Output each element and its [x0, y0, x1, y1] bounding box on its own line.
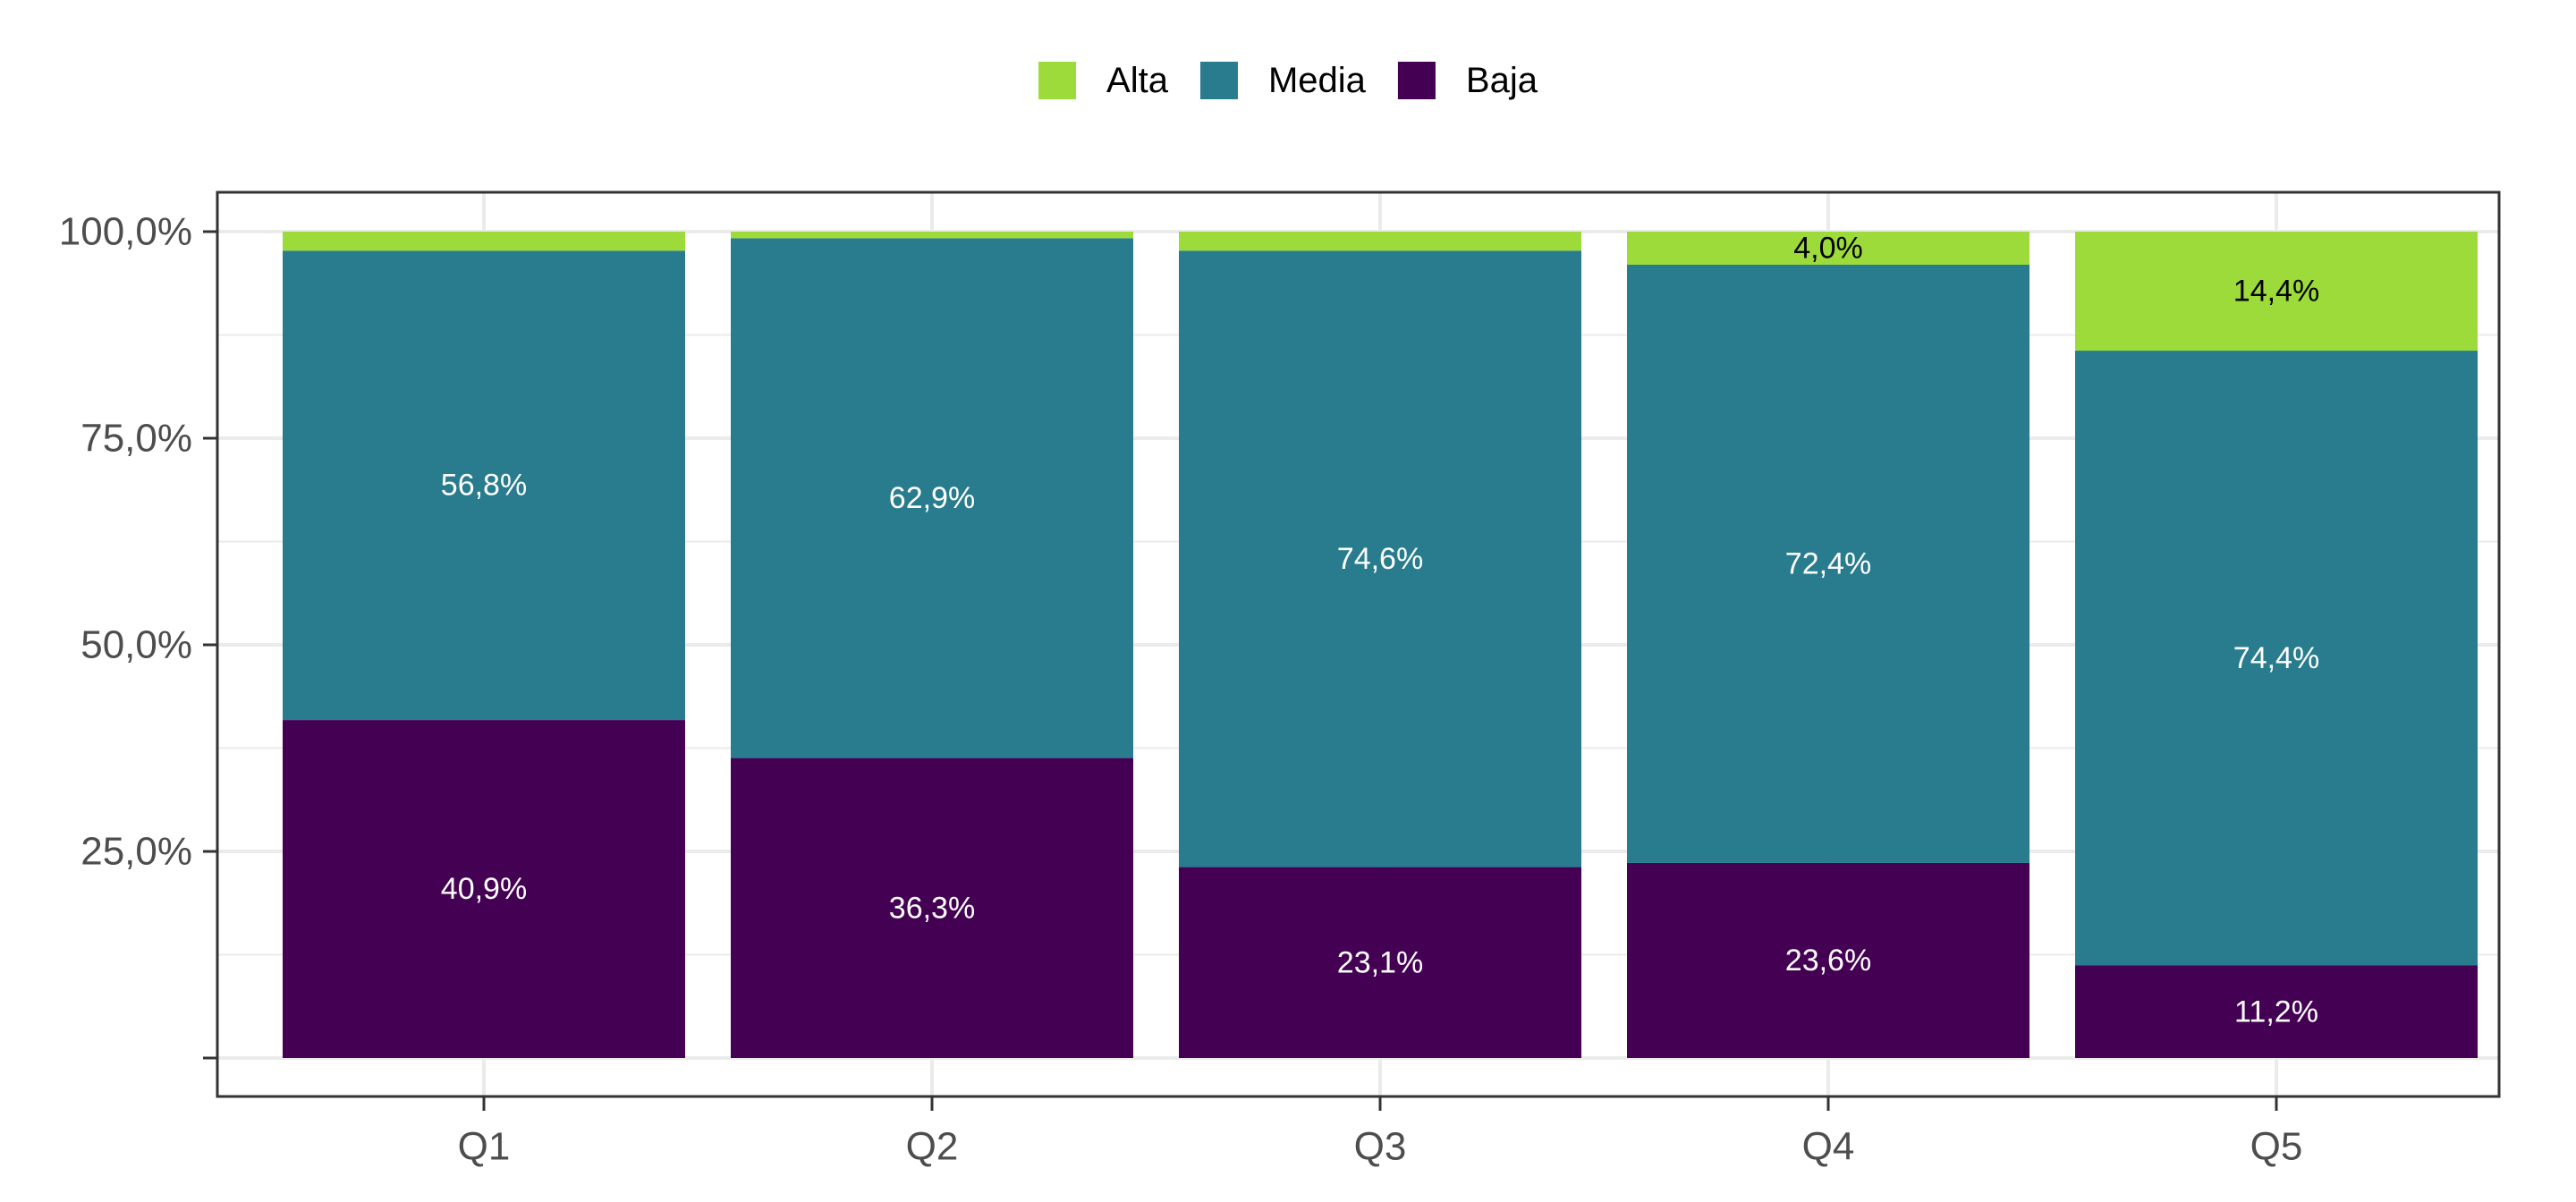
y-tick-label: 75,0% — [80, 417, 192, 461]
x-tick-label: Q1 — [458, 1125, 511, 1169]
legend-label-baja: Baja — [1466, 61, 1538, 100]
x-tick-label: Q3 — [1354, 1125, 1407, 1169]
y-tick-label: 25,0% — [80, 830, 192, 874]
legend: Alta Media Baja — [1038, 61, 1538, 100]
data-labels: 40,9% 56,8% 36,3% 62,9% 23,1% 74,6% 23,6% 72,4%… — [441, 231, 2319, 1028]
data-label-media-q3: 74,6% — [1337, 542, 1423, 576]
legend-item-media: Media — [1199, 61, 1367, 100]
axes: 25,0% 50,0% 75,0% 100,0% Q1 Q2 Q3 Q4 Q5 — [59, 210, 2303, 1169]
x-tick-label: Q4 — [1802, 1125, 1855, 1169]
data-label-baja-q3: 23,1% — [1337, 945, 1423, 979]
legend-label-alta: Alta — [1106, 61, 1169, 100]
data-label-media-q5: 74,4% — [2233, 641, 2319, 675]
bar-segment-media-q5 — [2075, 351, 2478, 966]
data-label-media-q2: 62,9% — [889, 481, 975, 515]
bar-segment-baja-q1 — [283, 720, 685, 1058]
bar-segment-alta-q3 — [1179, 232, 1581, 251]
y-tick-label: 50,0% — [80, 623, 192, 667]
bar-segment-media-q3 — [1179, 250, 1581, 868]
data-label-alta-q5: 14,4% — [2233, 275, 2319, 309]
bars — [283, 232, 2478, 1058]
bar-segment-alta-q5 — [2075, 232, 2478, 351]
bar-segment-alta-q1 — [283, 232, 685, 251]
data-label-baja-q2: 36,3% — [889, 891, 975, 925]
data-label-media-q1: 56,8% — [441, 469, 527, 503]
legend-key-baja — [1397, 62, 1436, 99]
bar-segment-baja-q2 — [731, 758, 1133, 1058]
legend-item-alta: Alta — [1038, 61, 1169, 100]
legend-key-alta — [1038, 62, 1077, 99]
data-label-media-q4: 72,4% — [1785, 546, 1871, 580]
data-label-baja-q4: 23,6% — [1785, 944, 1871, 978]
legend-item-baja: Baja — [1397, 61, 1538, 100]
data-label-baja-q5: 11,2% — [2234, 995, 2318, 1028]
bar-segment-baja-q3 — [1179, 867, 1581, 1058]
bar-segment-media-q2 — [731, 238, 1133, 758]
data-label-alta-q4: 4,0% — [1793, 231, 1863, 265]
legend-key-media — [1199, 62, 1238, 99]
bar-segment-alta-q4 — [1627, 232, 2029, 265]
bar-segment-alta-q2 — [731, 232, 1133, 239]
x-tick-label: Q5 — [2250, 1125, 2303, 1169]
bar-segment-baja-q4 — [1627, 862, 2029, 1058]
bar-segment-media-q1 — [283, 250, 685, 721]
bar-segment-baja-q5 — [2075, 965, 2478, 1058]
bar-segment-media-q4 — [1627, 264, 2029, 863]
data-label-baja-q1: 40,9% — [441, 872, 527, 906]
legend-label-media: Media — [1268, 61, 1367, 100]
x-tick-label: Q2 — [906, 1125, 959, 1169]
y-tick-label: 100,0% — [59, 210, 192, 254]
